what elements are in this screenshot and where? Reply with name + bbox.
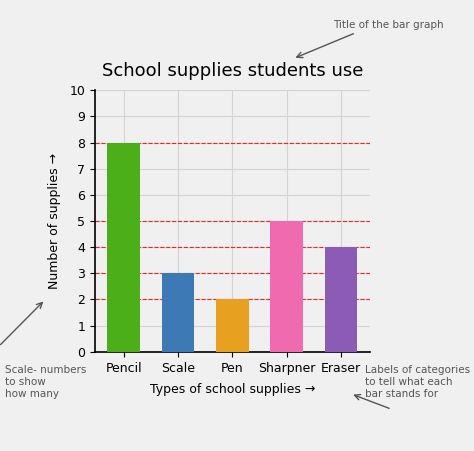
Bar — [216, 299, 248, 352]
Text: Labels of categories
to tell what each
bar stands for: Labels of categories to tell what each b… — [365, 365, 470, 399]
Y-axis label: Number of supplies →: Number of supplies → — [48, 153, 61, 289]
Bar — [325, 247, 357, 352]
Bar — [162, 273, 194, 352]
Text: Title of the bar graph: Title of the bar graph — [333, 20, 444, 30]
Text: Scale- numbers
to show
how many: Scale- numbers to show how many — [5, 365, 86, 399]
X-axis label: Types of school supplies →: Types of school supplies → — [150, 383, 315, 396]
Title: School supplies students use: School supplies students use — [101, 62, 363, 80]
Bar — [270, 221, 303, 352]
Bar — [107, 143, 140, 352]
